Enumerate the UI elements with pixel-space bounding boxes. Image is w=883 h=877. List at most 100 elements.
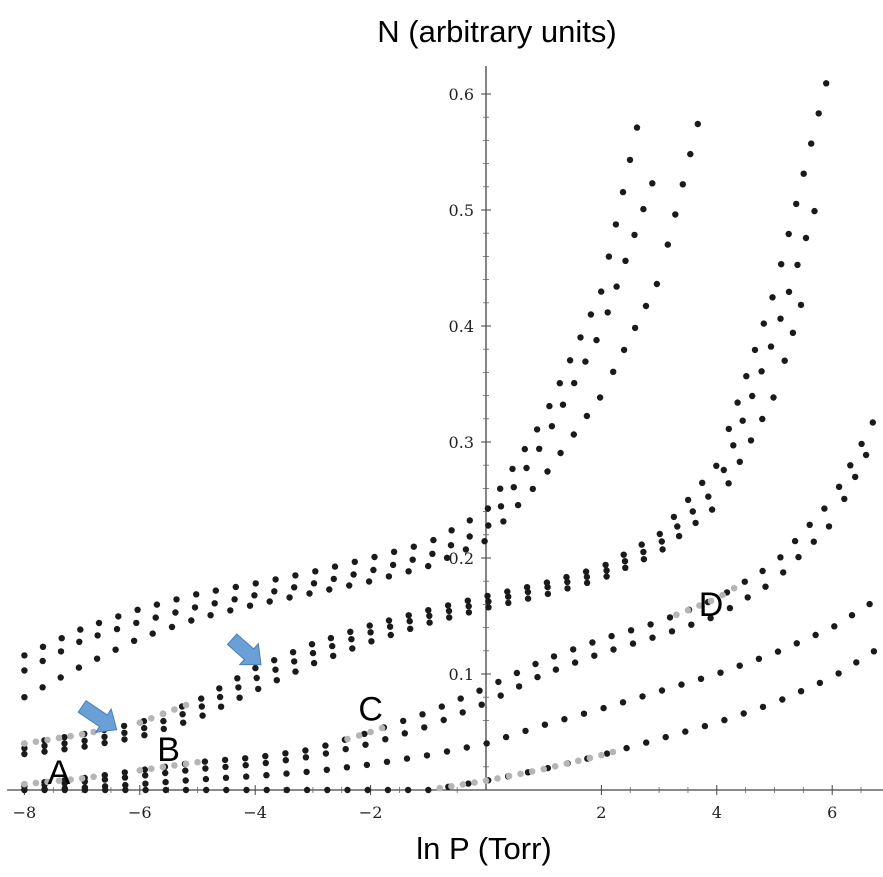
data-point [668,628,676,635]
data-point [666,614,674,621]
data-point [370,566,377,574]
data-point [502,733,510,741]
data-point [407,625,414,632]
data-point [162,769,169,777]
data-point [401,730,408,737]
data-point [497,503,505,510]
data-point [387,631,394,639]
data-point [664,241,671,248]
data-point [521,445,528,453]
data-point [532,660,539,668]
data-point [747,437,755,444]
data-point [383,758,391,765]
data-point [514,501,522,509]
data-point [303,768,310,776]
data-point [670,513,678,521]
data-point [101,739,108,747]
data-point [687,150,694,158]
data-point [273,677,280,684]
data-point [821,505,828,512]
data-point [309,649,317,657]
data-point [443,554,451,561]
data-point [603,573,610,580]
highlight-point [55,777,63,784]
data-point [160,717,167,725]
data-point [781,357,788,364]
data-point [812,631,819,639]
data-point [403,755,411,762]
data-point [350,571,357,578]
data-point [385,573,393,580]
data-point [649,180,656,187]
data-point [235,684,242,691]
data-point [697,675,705,682]
data-point [115,613,122,620]
data-point [302,754,310,761]
annotation-label: B [157,731,180,769]
data-point [582,568,590,575]
data-point [323,766,330,773]
data-point [342,745,349,753]
data-point [425,786,432,794]
arrow-marker [77,700,118,734]
data-point [121,729,128,736]
data-point [349,645,356,652]
data-point [743,373,750,380]
data-point [802,234,810,242]
data-point [726,604,734,612]
data-point [495,678,502,686]
highlight-point [586,754,594,762]
data-point [580,710,588,717]
data-point [497,692,504,699]
data-point [81,743,88,750]
highlight-point [378,724,386,732]
data-point [308,641,316,648]
highlight-point [67,776,74,783]
data-point [121,774,129,781]
highlight-point [32,779,40,787]
data-point [430,536,437,544]
data-point [536,445,543,452]
highlight-point [551,763,559,770]
data-point [212,587,219,594]
data-point [253,674,260,682]
x-tick-label: −8 [13,803,37,822]
data-point [263,772,270,779]
data-point [263,786,270,794]
data-point [75,664,83,671]
data-point [81,786,89,794]
data-point [797,688,805,695]
data-point [529,485,536,493]
data-point [445,607,453,615]
highlight-point [194,758,201,766]
data-point [406,618,413,625]
data-point [291,584,298,591]
data-point [331,563,339,570]
data-point [61,746,68,753]
data-point [789,329,797,336]
data-point [95,619,103,627]
data-point [544,590,552,598]
data-point [457,695,464,702]
data-point [41,742,48,749]
data-point [675,532,683,540]
data-point [21,667,28,674]
data-point [243,773,250,780]
chart-title: N (arbitrary units) [377,14,617,49]
data-point [446,614,453,621]
data-point [600,704,607,712]
data-point [282,750,289,757]
data-point [524,588,532,596]
data-point [852,473,859,481]
data-point [659,546,666,553]
data-point [76,638,83,645]
data-point [419,711,426,718]
data-point [222,774,230,781]
data-point [566,357,574,364]
data-point [740,710,747,717]
data-point [262,752,269,760]
data-point [198,703,205,710]
data-point [463,744,470,751]
x-tick-label: 6 [827,803,837,822]
